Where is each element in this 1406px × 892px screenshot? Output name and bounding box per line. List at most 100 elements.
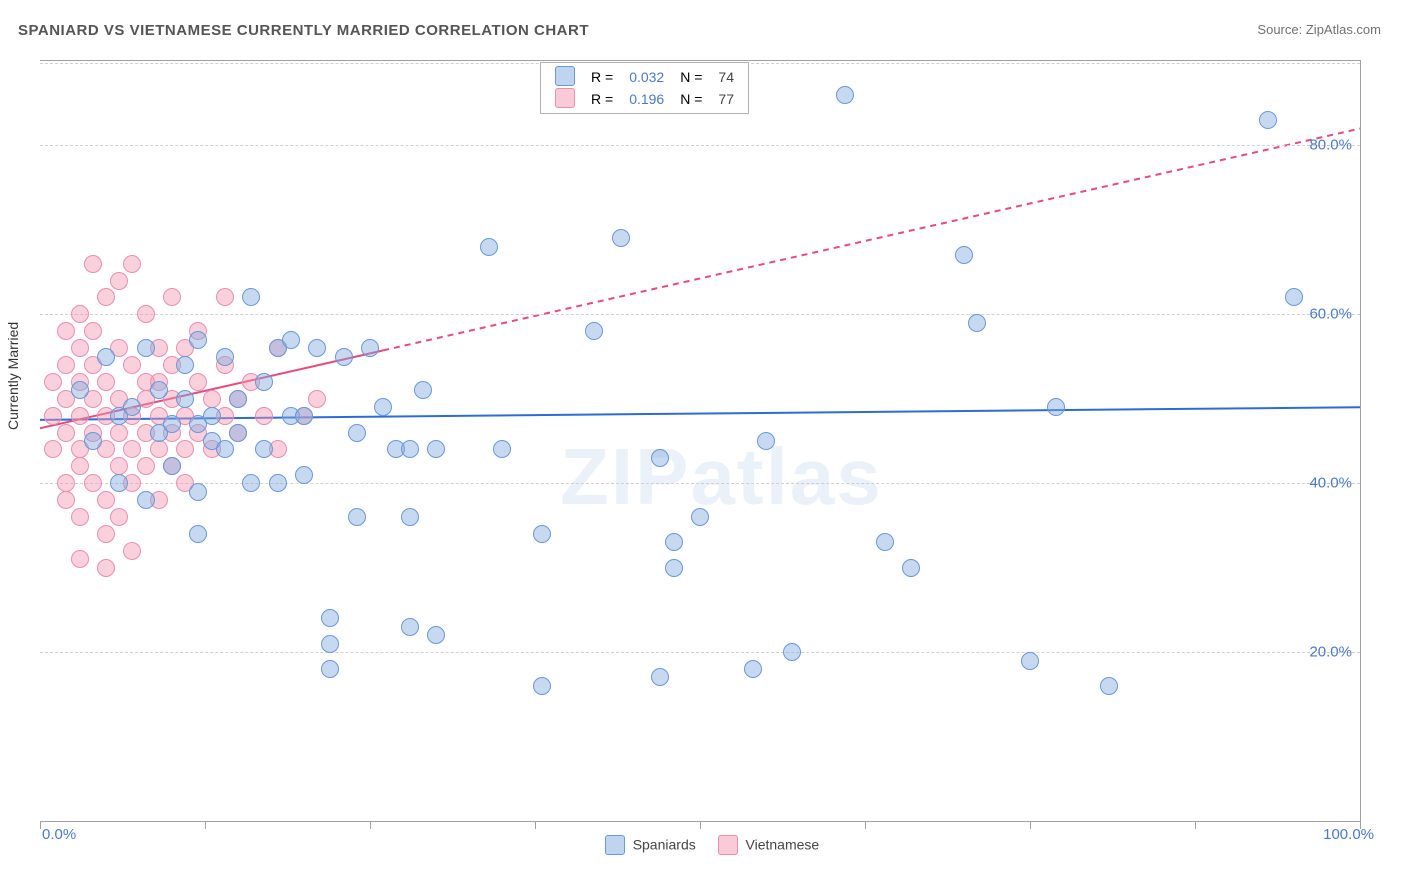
scatter-point (203, 390, 221, 408)
scatter-point (84, 432, 102, 450)
watermark-text: ZIPatlas (560, 431, 883, 523)
scatter-point (97, 559, 115, 577)
x-tick (1030, 821, 1031, 829)
x-tick (205, 821, 206, 829)
scatter-point (57, 356, 75, 374)
scatter-point (1259, 111, 1277, 129)
plot-area: ZIPatlas 20.0%40.0%60.0%80.0% (40, 60, 1361, 822)
scatter-point (57, 424, 75, 442)
scatter-point (374, 398, 392, 416)
scatter-point (321, 609, 339, 627)
scatter-point (401, 440, 419, 458)
scatter-point (282, 331, 300, 349)
scatter-point (84, 255, 102, 273)
swatch-icon (555, 88, 575, 108)
y-tick-label: 40.0% (1309, 475, 1352, 492)
scatter-point (84, 474, 102, 492)
scatter-point (71, 381, 89, 399)
correlation-legend: R = 0.032 N = 74 R = 0.196 N = 77 (540, 62, 749, 114)
scatter-point (308, 339, 326, 357)
scatter-point (71, 457, 89, 475)
scatter-point (123, 356, 141, 374)
scatter-point (321, 635, 339, 653)
scatter-point (744, 660, 762, 678)
scatter-point (110, 272, 128, 290)
scatter-point (44, 373, 62, 391)
r-label: R = (591, 69, 613, 85)
scatter-point (295, 466, 313, 484)
scatter-point (216, 440, 234, 458)
scatter-point (665, 559, 683, 577)
scatter-point (308, 390, 326, 408)
scatter-point (163, 288, 181, 306)
scatter-point (348, 508, 366, 526)
scatter-point (137, 339, 155, 357)
scatter-point (176, 356, 194, 374)
y-tick-label: 60.0% (1309, 306, 1352, 323)
scatter-point (414, 381, 432, 399)
trend-line-solid (40, 407, 1360, 420)
scatter-point (255, 440, 273, 458)
scatter-point (361, 339, 379, 357)
scatter-point (71, 305, 89, 323)
scatter-point (533, 525, 551, 543)
scatter-point (876, 533, 894, 551)
scatter-point (348, 424, 366, 442)
scatter-point (242, 288, 260, 306)
scatter-point (176, 440, 194, 458)
scatter-point (176, 390, 194, 408)
scatter-point (401, 618, 419, 636)
scatter-point (71, 550, 89, 568)
scatter-point (71, 339, 89, 357)
n-label: N = (680, 69, 702, 85)
r-value: 0.032 (621, 66, 672, 88)
scatter-point (1285, 288, 1303, 306)
scatter-point (955, 246, 973, 264)
y-tick-label: 20.0% (1309, 644, 1352, 661)
scatter-point (163, 457, 181, 475)
scatter-point (97, 288, 115, 306)
legend-row: R = 0.196 N = 77 (547, 88, 742, 110)
scatter-point (57, 491, 75, 509)
scatter-point (97, 373, 115, 391)
grid-line (40, 483, 1360, 484)
scatter-point (1021, 652, 1039, 670)
scatter-point (189, 373, 207, 391)
scatter-point (295, 407, 313, 425)
y-axis-label: Currently Married (5, 322, 21, 430)
scatter-point (427, 626, 445, 644)
scatter-point (902, 559, 920, 577)
scatter-point (255, 373, 273, 391)
x-tick (370, 821, 371, 829)
swatch-icon (605, 835, 625, 855)
scatter-point (836, 86, 854, 104)
scatter-point (665, 533, 683, 551)
scatter-point (203, 407, 221, 425)
scatter-point (242, 474, 260, 492)
scatter-point (71, 508, 89, 526)
scatter-point (110, 457, 128, 475)
scatter-point (44, 440, 62, 458)
scatter-point (585, 322, 603, 340)
scatter-point (401, 508, 419, 526)
scatter-point (229, 390, 247, 408)
scatter-point (137, 491, 155, 509)
scatter-point (150, 381, 168, 399)
scatter-point (150, 440, 168, 458)
scatter-point (427, 440, 445, 458)
scatter-point (229, 424, 247, 442)
swatch-icon (555, 66, 575, 86)
scatter-point (1047, 398, 1065, 416)
scatter-point (110, 474, 128, 492)
chart-title: SPANIARD VS VIETNAMESE CURRENTLY MARRIED… (18, 22, 589, 39)
scatter-point (757, 432, 775, 450)
scatter-point (783, 643, 801, 661)
source-attribution: Source: ZipAtlas.com (1257, 22, 1381, 37)
scatter-point (269, 474, 287, 492)
scatter-point (691, 508, 709, 526)
x-tick (1195, 821, 1196, 829)
scatter-point (110, 508, 128, 526)
n-value: 77 (710, 88, 742, 110)
scatter-point (163, 415, 181, 433)
scatter-point (123, 398, 141, 416)
